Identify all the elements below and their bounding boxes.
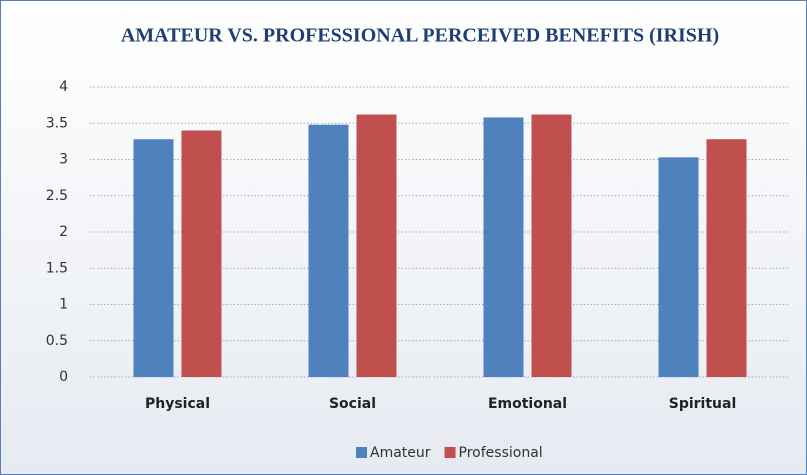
- bar: [181, 130, 222, 377]
- y-tick-label: 3: [59, 152, 68, 168]
- y-tick-label: 2.5: [46, 188, 68, 204]
- x-tick-label: Physical: [145, 396, 210, 412]
- legend-swatch: [356, 447, 367, 458]
- bar: [356, 114, 397, 378]
- chart-title: AMATEUR VS. PROFESSIONAL PERCEIVED BENEF…: [121, 25, 719, 47]
- y-tick-label: 4: [59, 79, 68, 95]
- legend-label: Professional: [459, 445, 543, 461]
- y-tick-label: 0.5: [46, 333, 68, 349]
- x-tick-label: Social: [329, 396, 376, 412]
- y-tick-label: 1: [59, 297, 68, 313]
- y-tick-label: 2: [59, 224, 68, 240]
- y-tick-label: 0: [59, 369, 68, 385]
- bar: [706, 139, 747, 377]
- bar: [483, 117, 524, 377]
- legend-label: Amateur: [370, 445, 431, 461]
- legend-swatch: [444, 447, 456, 458]
- bar: [133, 139, 174, 377]
- bar: [308, 124, 349, 377]
- x-tick-label: Spiritual: [669, 396, 737, 412]
- x-tick-label: Emotional: [488, 396, 567, 412]
- y-tick-label: 1.5: [46, 260, 68, 276]
- y-tick-label: 3.5: [46, 115, 68, 131]
- bar: [531, 114, 572, 378]
- bar: [658, 157, 699, 377]
